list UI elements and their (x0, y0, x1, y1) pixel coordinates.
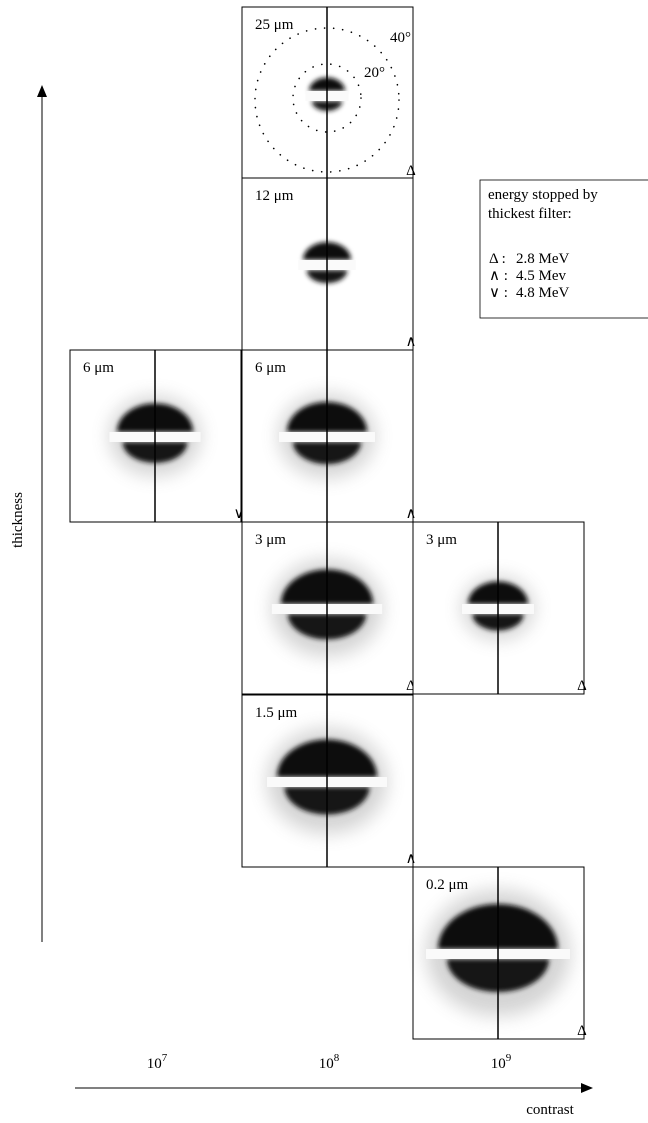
panel-label: 6 μm (255, 360, 286, 376)
panel: 1.5 μm ∧ (241, 694, 417, 868)
panel: 3 μm Δ (412, 521, 587, 695)
panel: 6 μm ∧ (241, 349, 417, 523)
panel: 25 μm Δ (241, 6, 416, 180)
panel-label: 3 μm (255, 532, 286, 548)
panel-label: 0.2 μm (426, 877, 469, 893)
panel-marker: ∧ (406, 506, 417, 522)
legend-title: energy stopped by (488, 187, 598, 203)
x-axis-label: contrast (526, 1102, 574, 1118)
tick-base: 10 (147, 1056, 162, 1072)
panel-label: 6 μm (83, 360, 114, 376)
legend-symbol: ∨ : (489, 285, 508, 301)
panel-label: 3 μm (426, 532, 457, 548)
panel-label: 25 μm (255, 17, 294, 33)
panel-border (412, 866, 585, 1040)
x-tick-label: 108 (319, 1052, 340, 1072)
panel-marker: ∧ (406, 851, 417, 867)
angle-circle (254, 27, 400, 173)
panel-border (412, 521, 585, 695)
tick-base: 10 (319, 1056, 334, 1072)
legend-value: 4.8 MeV (516, 285, 569, 301)
angle-label: 40° (390, 30, 411, 46)
x-tick-label: 109 (491, 1052, 512, 1072)
legend-box (479, 179, 648, 319)
legend-symbol: ∧ : (489, 268, 508, 284)
panel-marker: ∧ (406, 334, 417, 350)
legend-title: thickest filter: (488, 206, 572, 222)
panel-border (241, 694, 414, 868)
panel-marker: Δ (406, 163, 416, 179)
legend-value: 4.5 Mev (516, 268, 566, 284)
tick-exp: 8 (334, 1052, 340, 1064)
panel-marker: ∨ (234, 506, 245, 522)
panel: 6 μm ∨ (69, 349, 245, 523)
panel: 3 μm Δ (241, 521, 416, 695)
legend-symbol: Δ : (489, 251, 506, 267)
legend-value: 2.8 MeV (516, 251, 569, 267)
panel: 12 μm ∧ (241, 177, 417, 351)
angle-circle (292, 63, 362, 133)
tick-exp: 7 (162, 1052, 168, 1064)
angle-label: 20° (364, 65, 385, 81)
panel-marker: Δ (406, 678, 416, 694)
panel-marker: Δ (577, 1023, 587, 1039)
panel-label: 12 μm (255, 188, 294, 204)
tick-exp: 9 (506, 1052, 512, 1064)
panel: 0.2 μm Δ (412, 866, 587, 1040)
panel-label: 1.5 μm (255, 705, 298, 721)
panel-marker: Δ (577, 678, 587, 694)
panel-border (69, 349, 242, 523)
tick-base: 10 (491, 1056, 506, 1072)
y-axis-label: thickness (10, 492, 26, 548)
x-tick-label: 107 (147, 1052, 168, 1072)
